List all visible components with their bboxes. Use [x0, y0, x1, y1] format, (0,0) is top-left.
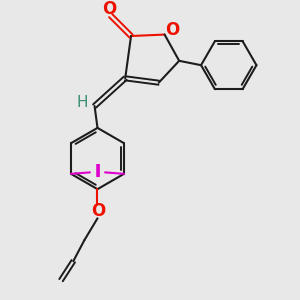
Text: I: I — [94, 164, 100, 181]
Text: O: O — [165, 21, 179, 39]
Text: O: O — [91, 202, 105, 220]
Text: H: H — [76, 95, 88, 110]
Text: I: I — [95, 164, 101, 181]
Text: O: O — [102, 0, 116, 18]
